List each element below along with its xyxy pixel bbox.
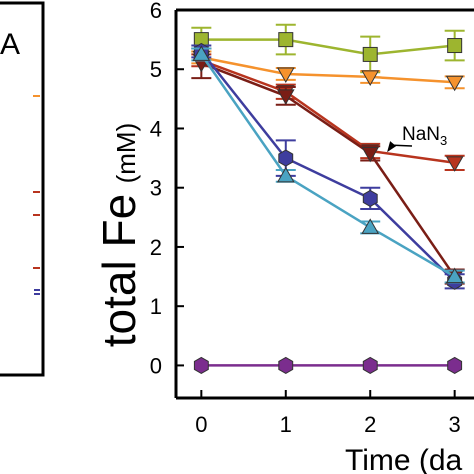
- triangle-down-marker: [361, 146, 380, 163]
- x-tick-label: 3: [449, 412, 461, 437]
- annotation-label-main: NaN: [402, 124, 440, 145]
- annotation-layer: NaN3: [387, 124, 447, 153]
- x-axis-title: Time (da: [345, 444, 463, 474]
- series-line: [201, 56, 455, 84]
- square-marker: [447, 38, 463, 54]
- annotation-arrowhead: [387, 141, 397, 153]
- hexagon-marker: [278, 149, 294, 167]
- y-tick-label: 2: [150, 235, 162, 260]
- y-axis-title-main: total Fe: [93, 194, 145, 347]
- triangle-down-marker: [361, 70, 380, 86]
- y-tick-label: 3: [150, 176, 162, 201]
- triangle-up-marker: [445, 267, 464, 284]
- triangle-up-marker: [276, 166, 295, 183]
- left-panel-label: A: [0, 28, 20, 61]
- y-tick-label: 5: [150, 57, 162, 82]
- y-axis-title: total Fe (mM): [93, 123, 145, 348]
- axes-layer: 0 1 2 3 4 5 6 0 1 2 3: [150, 0, 474, 437]
- square-marker: [362, 46, 378, 62]
- annotation-label-sub: 3: [440, 133, 447, 148]
- triangle-down-marker: [445, 75, 464, 92]
- triangle-down-marker: [445, 156, 464, 172]
- x-tick-label: 0: [195, 412, 207, 437]
- left-panel-frame: [0, 1, 45, 377]
- series-line: [200, 53, 456, 278]
- y-tick-label: 0: [150, 353, 162, 378]
- y-tick-label: 4: [150, 116, 162, 141]
- data-series: [191, 23, 465, 74]
- x-tick-label: 2: [364, 412, 376, 437]
- square-marker: [278, 32, 294, 48]
- hexagon-marker: [362, 189, 378, 207]
- series-layer: [191, 23, 465, 374]
- svg-text:total Fe (mM): total Fe (mM): [93, 123, 145, 348]
- triangle-up-marker: [361, 218, 380, 234]
- hexagon-marker: [278, 356, 294, 374]
- data-series: [191, 45, 465, 284]
- hexagon-marker: [447, 356, 463, 374]
- series-line: [201, 38, 455, 56]
- y-axis-title-unit: (mM): [111, 123, 141, 184]
- series-line: [200, 59, 455, 165]
- x-tick-label: 1: [280, 412, 292, 437]
- hexagon-marker: [362, 356, 378, 374]
- left-panel: A: [0, 1, 45, 377]
- annotation-label: NaN3: [402, 124, 447, 148]
- triangle-up-marker: [192, 45, 211, 61]
- data-series: [191, 53, 465, 172]
- series-line: [200, 62, 456, 278]
- triangle-down-marker: [276, 89, 295, 105]
- hexagon-marker: [193, 356, 209, 374]
- y-tick-label: 1: [150, 294, 162, 319]
- triangle-down-marker: [276, 67, 295, 83]
- series-line: [200, 50, 456, 283]
- data-series: [193, 356, 463, 374]
- y-tick-label: 6: [150, 0, 162, 23]
